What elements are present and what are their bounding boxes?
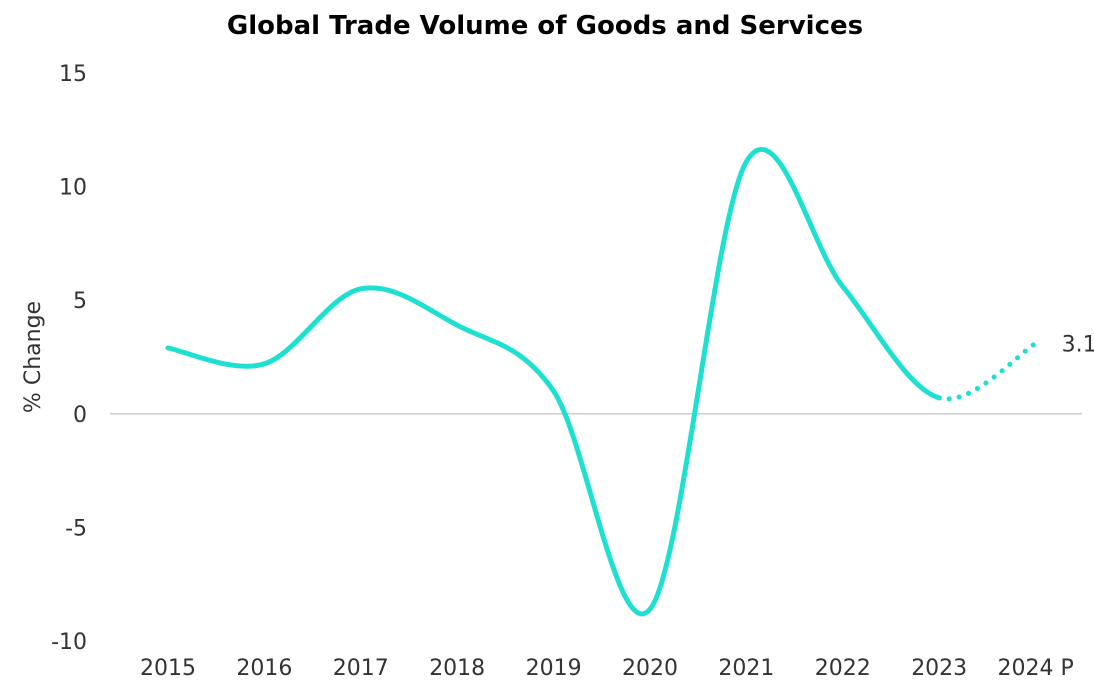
y-tick-label: 5 (73, 289, 87, 314)
data-labels-group: 3.1 (1062, 332, 1094, 357)
series-group (165, 147, 1039, 616)
x-tick-label: 2021 (718, 656, 774, 681)
series-line-actual (165, 147, 942, 616)
x-axis-ticks: 2015 2016 2017 2018 2019 2020 2021 2022 2023 2024… (140, 656, 1074, 681)
y-tick-label: 0 (73, 403, 87, 428)
y-tick-label: -10 (51, 630, 87, 655)
x-tick-label: 2017 (333, 656, 389, 681)
y-tick-label: -5 (65, 516, 87, 541)
data-label: 3.1 (1062, 332, 1094, 357)
x-tick-label: 2019 (526, 656, 582, 681)
y-axis-ticks: -10 -5 0 5 10 15 (51, 62, 87, 655)
y-axis-label: % Change (21, 301, 46, 413)
x-tick-label: 2023 (911, 656, 967, 681)
series-line-projected (936, 340, 1039, 402)
y-tick-label: 15 (59, 62, 87, 87)
x-tick-label: 2022 (815, 656, 871, 681)
x-tick-label: 2024 P (997, 656, 1073, 681)
y-tick-label: 10 (59, 176, 87, 201)
x-tick-label: 2018 (429, 656, 485, 681)
chart-title: Global Trade Volume of Goods and Service… (227, 11, 863, 41)
x-tick-label: 2016 (236, 656, 292, 681)
x-tick-label: 2015 (140, 656, 196, 681)
x-tick-label: 2020 (622, 656, 678, 681)
